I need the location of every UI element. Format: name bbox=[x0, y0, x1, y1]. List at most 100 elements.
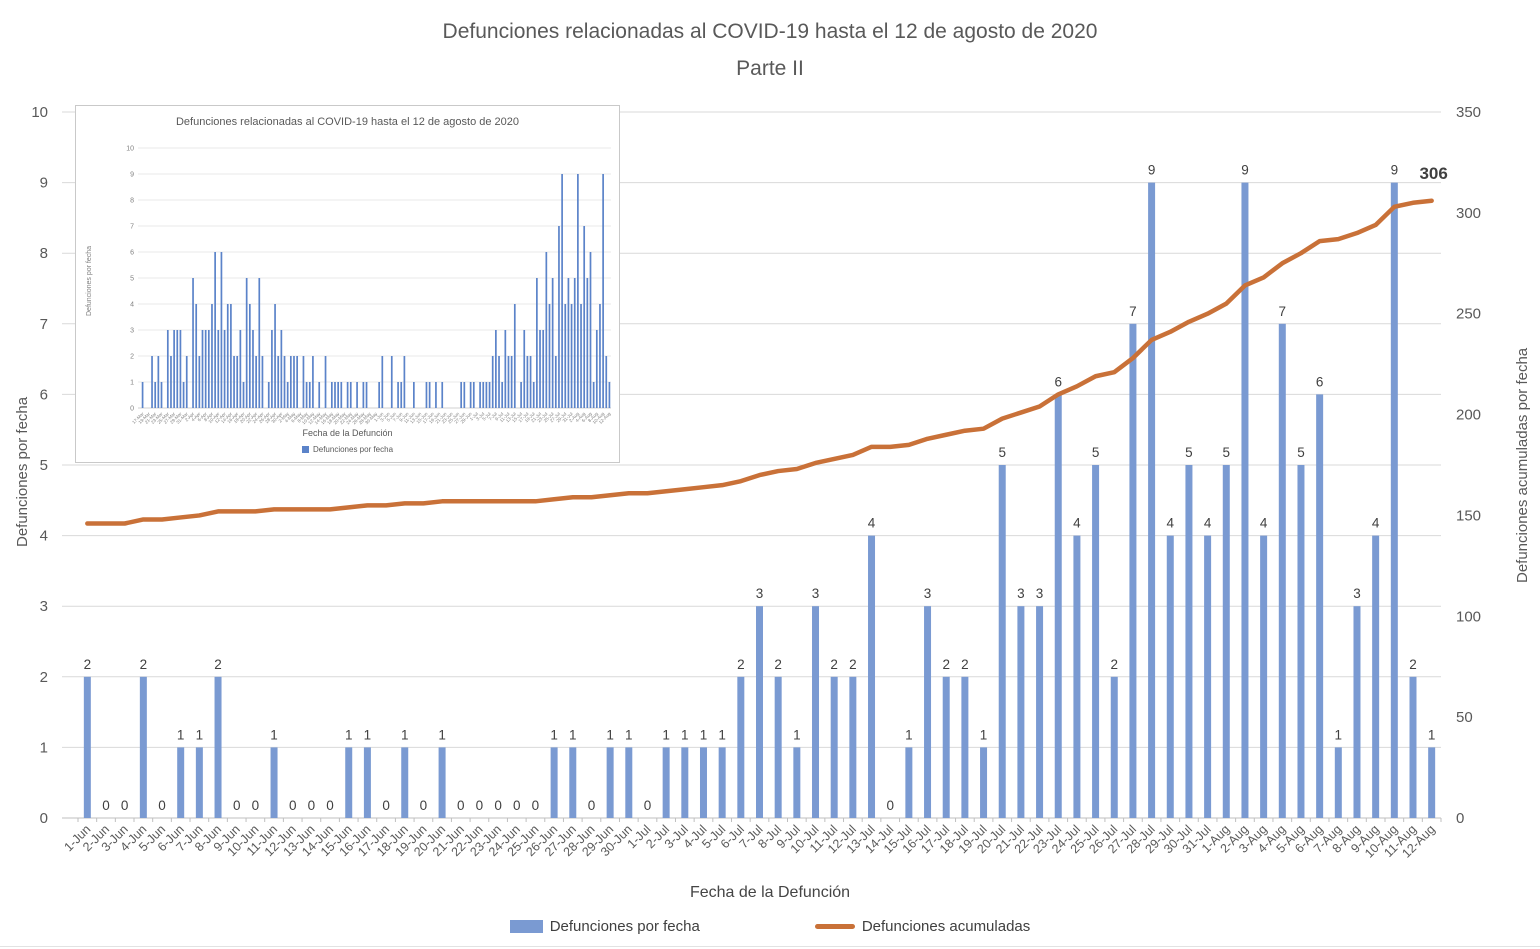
inset-bar bbox=[296, 356, 298, 408]
cumulative-total-label: 306 bbox=[1419, 164, 1447, 183]
y-axis-tick-label-left: 10 bbox=[31, 104, 48, 121]
inset-y-tick-label: 9 bbox=[130, 172, 134, 179]
bar bbox=[830, 676, 838, 818]
bar-value-label: 0 bbox=[289, 798, 297, 813]
inset-bar bbox=[160, 382, 163, 408]
bar-value-label: 2 bbox=[84, 657, 92, 672]
bar-value-label: 1 bbox=[1428, 727, 1436, 742]
inset-bar bbox=[255, 356, 257, 408]
y-axis-tick-label-left: 4 bbox=[40, 528, 48, 545]
inset-bar bbox=[428, 382, 431, 408]
inset-bar bbox=[211, 304, 213, 408]
inset-bar bbox=[204, 330, 207, 408]
bar bbox=[195, 747, 203, 818]
inset-bar bbox=[239, 330, 242, 408]
bar bbox=[1353, 606, 1361, 818]
bar bbox=[177, 747, 185, 818]
inset-bar bbox=[580, 304, 582, 408]
bar bbox=[83, 676, 91, 818]
inset-bar bbox=[217, 330, 220, 408]
inset-bar bbox=[157, 356, 160, 408]
inset-bar bbox=[397, 382, 399, 408]
bar-value-label: 7 bbox=[1279, 304, 1287, 319]
inset-bar bbox=[435, 382, 437, 408]
bar bbox=[1278, 323, 1286, 818]
bar bbox=[1372, 535, 1380, 818]
bar bbox=[924, 606, 932, 818]
bar-value-label: 9 bbox=[1148, 163, 1156, 178]
inset-bar bbox=[274, 304, 276, 408]
inset-bar bbox=[573, 278, 576, 408]
inset-bar bbox=[214, 252, 216, 408]
inset-bar bbox=[207, 330, 210, 408]
inset-bar-series-swatch-icon bbox=[301, 446, 309, 453]
inset-bar bbox=[252, 330, 254, 408]
bar bbox=[1409, 676, 1417, 818]
bar bbox=[1073, 535, 1081, 818]
inset-bar bbox=[463, 382, 466, 408]
inset-bar bbox=[554, 356, 557, 408]
inset-bar bbox=[441, 382, 444, 408]
page-title: Defunciones relacionadas al COVID-19 has… bbox=[442, 20, 1098, 43]
inset-bar bbox=[334, 382, 336, 408]
bar-value-label: 2 bbox=[961, 657, 969, 672]
inset-bar bbox=[526, 356, 529, 408]
inset-bar bbox=[520, 382, 522, 408]
bar-value-label: 4 bbox=[1073, 516, 1081, 531]
inset-bar bbox=[293, 356, 295, 408]
inset-bar bbox=[277, 356, 280, 408]
inset-bar bbox=[201, 330, 204, 408]
bar-value-label: 1 bbox=[345, 727, 353, 742]
inset-bar bbox=[491, 356, 494, 408]
bar-value-label: 2 bbox=[1110, 657, 1118, 672]
inset-x-tick-label: 5-Jul bbox=[481, 411, 491, 421]
bar-value-label: 4 bbox=[1372, 516, 1380, 531]
inset-bar bbox=[346, 382, 349, 408]
y-axis-tick-label-right: 350 bbox=[1456, 104, 1481, 121]
bar-value-label: 1 bbox=[364, 727, 372, 742]
bar-value-label: 1 bbox=[1335, 727, 1343, 742]
bar bbox=[1185, 465, 1193, 818]
inset-bar bbox=[539, 330, 541, 408]
inset-bar bbox=[308, 382, 311, 408]
inset-bar bbox=[302, 356, 305, 408]
bar-value-label: 4 bbox=[1204, 516, 1212, 531]
inset-bar bbox=[154, 382, 157, 408]
bar-value-label: 0 bbox=[158, 798, 166, 813]
inset-bar bbox=[349, 382, 352, 408]
bar-value-label: 9 bbox=[1391, 163, 1399, 178]
bar bbox=[270, 747, 278, 818]
inset-bar bbox=[141, 382, 144, 408]
inset-bar bbox=[608, 382, 611, 408]
inset-bar bbox=[330, 382, 333, 408]
bar-value-label: 5 bbox=[1092, 445, 1100, 460]
inset-bar bbox=[485, 382, 488, 408]
bar-value-label: 0 bbox=[233, 798, 241, 813]
bar-value-label: 2 bbox=[849, 657, 857, 672]
bar-value-label: 1 bbox=[438, 727, 446, 742]
inset-x-tick-label: 3-Jun bbox=[379, 411, 391, 423]
line-series-swatch-icon bbox=[814, 924, 855, 929]
bar bbox=[1054, 394, 1062, 818]
inset-bar bbox=[595, 330, 598, 408]
inset-bar bbox=[605, 356, 608, 408]
inset-bar bbox=[182, 382, 185, 408]
inset-bar bbox=[267, 382, 270, 408]
inset-bar bbox=[425, 382, 428, 408]
inset-bar bbox=[545, 252, 548, 408]
y-axis-tick-label-left: 0 bbox=[40, 810, 48, 827]
inset-bar bbox=[286, 382, 289, 408]
bar-value-label: 1 bbox=[681, 727, 689, 742]
inset-bar bbox=[271, 330, 273, 408]
inset-x-tick-label: 8-Apr bbox=[203, 411, 215, 423]
inset-bar bbox=[195, 304, 198, 408]
inset-x-tick-label: 9-Jun bbox=[398, 411, 410, 423]
inset-y-tick-label: 4 bbox=[130, 302, 134, 309]
bar bbox=[681, 747, 689, 818]
inset-y-tick-label: 10 bbox=[126, 146, 134, 153]
bar bbox=[774, 676, 782, 818]
bar-value-label: 0 bbox=[102, 798, 110, 813]
bar-value-label: 5 bbox=[998, 445, 1006, 460]
bar-value-label: 4 bbox=[1260, 516, 1268, 531]
